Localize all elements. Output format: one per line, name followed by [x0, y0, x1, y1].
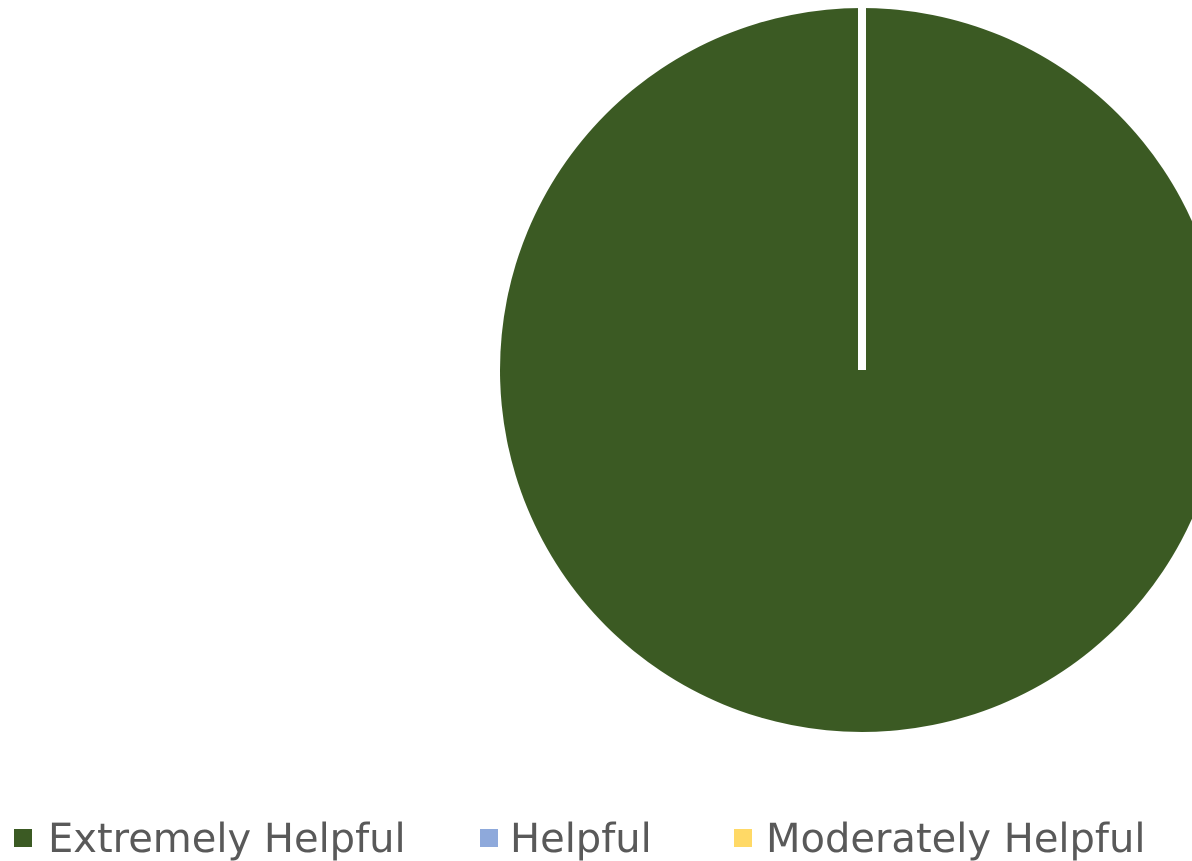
legend-marker-helpful	[480, 829, 498, 847]
chart-legend: Extremely Helpful Helpful Moderately Helpf…	[14, 816, 1145, 861]
legend-label-moderately-helpful: Moderately Helpful	[766, 816, 1145, 861]
legend-item-helpful: Helpful	[480, 816, 652, 861]
legend-label-extremely-helpful: Extremely Helpful	[48, 816, 406, 861]
pie-slice-extremely-helpful	[500, 8, 1192, 732]
legend-marker-moderately-helpful	[734, 829, 752, 847]
legend-label-helpful: Helpful	[510, 816, 652, 861]
legend-item-extremely-helpful: Extremely Helpful	[14, 816, 406, 861]
pie-slices	[500, 6, 1192, 732]
legend-marker-extremely-helpful	[14, 829, 32, 847]
legend-item-moderately-helpful: Moderately Helpful	[734, 816, 1145, 861]
